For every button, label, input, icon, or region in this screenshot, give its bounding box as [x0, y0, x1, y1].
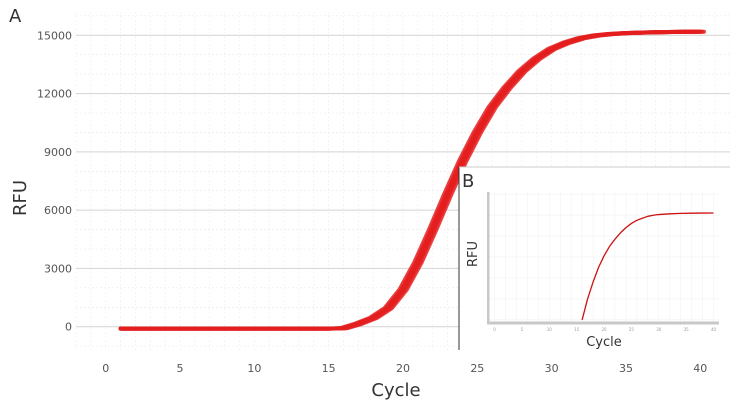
- inset-x-tick-label: 40: [711, 327, 717, 332]
- inset-x-axis-title: Cycle: [586, 335, 622, 350]
- y-tick-label: 9000: [44, 146, 72, 159]
- inset-x-tick-label: 5: [521, 327, 524, 332]
- main-x-axis-title: Cycle: [371, 380, 420, 401]
- y-tick-label: 6000: [44, 204, 72, 217]
- inset-tick-labels: 0 5 10 15 20 25 30 35 40: [493, 327, 716, 332]
- y-tick-label: 3000: [44, 262, 72, 275]
- inset-x-tick-label: 35: [684, 327, 690, 332]
- x-tick-label: 15: [322, 362, 336, 375]
- x-tick-label: 35: [619, 362, 633, 375]
- main-x-tick-labels: 0 5 10 15 20 25 30 35 40: [102, 362, 707, 375]
- main-amplification-curves: [118, 29, 706, 331]
- inset-y-axis-title: RFU: [466, 241, 481, 267]
- inset-x-tick-label: 30: [656, 327, 662, 332]
- inset-amplification-curve-line: [581, 212, 714, 321]
- x-tick-label: 40: [693, 362, 707, 375]
- panel-label-a: A: [9, 6, 22, 27]
- y-tick-label: 12000: [37, 88, 72, 101]
- inset-amplification-curve: [581, 212, 714, 321]
- amplification-curve: [118, 29, 706, 331]
- inset-x-tick-label: 15: [574, 327, 580, 332]
- x-tick-label: 5: [177, 362, 184, 375]
- x-tick-label: 30: [545, 362, 559, 375]
- inset-x-tick-label: 20: [601, 327, 607, 332]
- inset-background: [459, 167, 730, 350]
- inset-y-axis-bar: [487, 192, 490, 324]
- inset-x-tick-label: 0: [493, 327, 496, 332]
- x-tick-label: 20: [396, 362, 410, 375]
- main-y-axis-title: RFU: [10, 180, 31, 216]
- inset-plot-panel: 0 5 10 15 20 25 30 35 40 B Cycle RFU: [458, 166, 730, 350]
- x-tick-label: 10: [247, 362, 261, 375]
- x-tick-label: 0: [102, 362, 109, 375]
- inset-x-axis-bar: [487, 321, 719, 325]
- inset-x-tick-label: 25: [629, 327, 635, 332]
- inset-x-tick-label: 10: [547, 327, 553, 332]
- y-tick-label: 15000: [37, 29, 72, 42]
- main-y-tick-labels: 0 3000 6000 9000 12000 15000: [37, 29, 72, 333]
- y-tick-label: 0: [65, 321, 72, 334]
- x-tick-label: 25: [470, 362, 484, 375]
- panel-label-b: B: [462, 171, 474, 192]
